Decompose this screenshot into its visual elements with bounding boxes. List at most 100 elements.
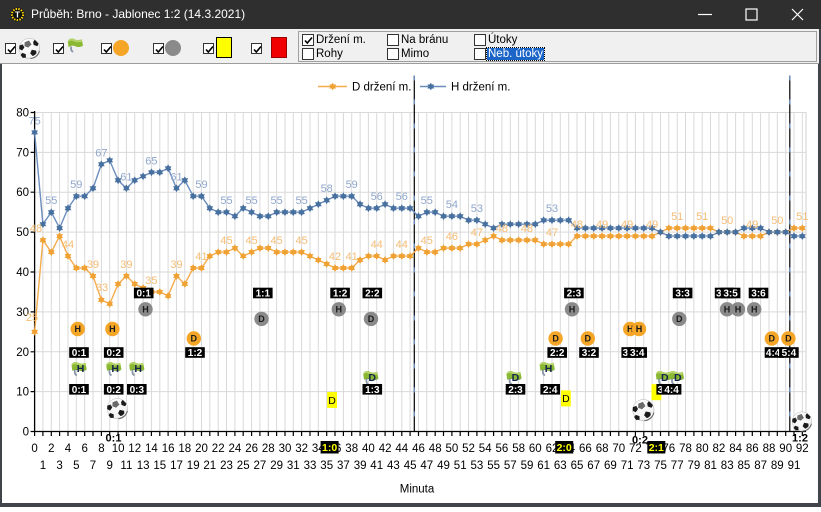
svg-text:67: 67	[95, 147, 107, 159]
svg-text:58: 58	[512, 443, 525, 455]
svg-text:82: 82	[713, 443, 726, 455]
svg-text:6: 6	[81, 443, 87, 455]
svg-text:33: 33	[96, 282, 108, 294]
svg-text:1:2: 1:2	[188, 348, 203, 359]
svg-text:61: 61	[537, 460, 550, 472]
svg-text:49: 49	[746, 219, 758, 231]
svg-text:2:2: 2:2	[550, 348, 565, 359]
svg-text:51: 51	[796, 211, 808, 223]
svg-text:83: 83	[721, 460, 734, 472]
svg-text:4: 4	[65, 443, 72, 455]
svg-text:48: 48	[521, 223, 533, 235]
svg-text:D: D	[585, 334, 592, 344]
svg-text:D: D	[661, 372, 669, 384]
svg-text:3:4: 3:4	[630, 348, 645, 359]
svg-text:48: 48	[30, 223, 42, 235]
svg-text:50: 50	[446, 443, 459, 455]
svg-text:51: 51	[454, 460, 467, 472]
svg-text:D: D	[562, 393, 570, 405]
svg-text:53: 53	[471, 203, 483, 215]
svg-text:D: D	[368, 314, 375, 324]
svg-text:77: 77	[671, 460, 684, 472]
svg-text:68: 68	[596, 443, 609, 455]
svg-text:60: 60	[16, 187, 29, 199]
svg-text:D: D	[368, 372, 376, 384]
svg-text:55: 55	[421, 195, 433, 207]
svg-text:H: H	[569, 305, 576, 315]
svg-text:58: 58	[321, 183, 333, 195]
svg-text:2:0: 2:0	[557, 442, 572, 454]
svg-text:2:3: 2:3	[567, 289, 582, 300]
svg-text:53: 53	[546, 203, 558, 215]
svg-text:66: 66	[579, 443, 592, 455]
svg-text:H: H	[336, 305, 343, 315]
svg-text:47: 47	[471, 227, 483, 239]
svg-text:2:4: 2:4	[543, 385, 558, 396]
svg-text:20: 20	[195, 443, 208, 455]
svg-text:56: 56	[496, 443, 509, 455]
svg-text:59: 59	[521, 460, 534, 472]
svg-text:5: 5	[73, 460, 79, 472]
svg-text:52: 52	[462, 443, 475, 455]
svg-text:D: D	[674, 372, 682, 384]
svg-text:56: 56	[371, 191, 383, 203]
svg-text:45: 45	[404, 460, 417, 472]
svg-text:85: 85	[738, 460, 751, 472]
svg-text:43: 43	[387, 460, 400, 472]
svg-text:25: 25	[26, 312, 38, 324]
svg-text:46: 46	[412, 443, 425, 455]
svg-text:81: 81	[704, 460, 717, 472]
svg-text:10: 10	[112, 443, 125, 455]
svg-text:54: 54	[479, 443, 492, 455]
svg-text:92: 92	[796, 443, 809, 455]
svg-text:1:1: 1:1	[256, 289, 271, 300]
svg-text:55: 55	[295, 195, 307, 207]
svg-text:0: 0	[31, 443, 37, 455]
svg-text:H: H	[735, 305, 742, 315]
svg-text:56: 56	[396, 191, 408, 203]
svg-text:39: 39	[87, 259, 99, 271]
svg-text:24: 24	[229, 443, 242, 455]
svg-text:H: H	[636, 324, 643, 334]
svg-text:0:1: 0:1	[72, 385, 87, 396]
svg-text:27: 27	[254, 460, 267, 472]
svg-text:25: 25	[237, 460, 250, 472]
svg-text:H: H	[545, 363, 553, 375]
svg-text:H držení m.: H držení m.	[451, 82, 510, 94]
svg-text:3:6: 3:6	[751, 289, 766, 300]
svg-text:80: 80	[696, 443, 709, 455]
svg-text:80: 80	[16, 108, 29, 120]
svg-text:D: D	[676, 314, 683, 324]
svg-text:0:2: 0:2	[106, 385, 121, 396]
svg-text:1:2: 1:2	[792, 433, 808, 445]
svg-text:18: 18	[178, 443, 191, 455]
svg-text:35: 35	[320, 460, 333, 472]
svg-text:4:4: 4:4	[766, 348, 781, 359]
svg-text:39: 39	[120, 259, 132, 271]
svg-text:H: H	[627, 324, 634, 334]
svg-text:75: 75	[28, 115, 40, 127]
svg-text:51: 51	[671, 211, 683, 223]
svg-text:0:2: 0:2	[632, 435, 648, 447]
svg-text:55: 55	[245, 195, 257, 207]
svg-text:0:1: 0:1	[72, 348, 87, 359]
svg-text:28: 28	[262, 443, 275, 455]
svg-text:40: 40	[362, 443, 375, 455]
svg-text:29: 29	[270, 460, 283, 472]
svg-text:65: 65	[145, 155, 157, 167]
svg-text:61: 61	[120, 171, 132, 183]
svg-text:45: 45	[220, 235, 232, 247]
svg-text:3: 3	[56, 460, 62, 472]
svg-text:45: 45	[270, 235, 282, 247]
svg-text:63: 63	[554, 460, 567, 472]
svg-text:55: 55	[487, 460, 500, 472]
svg-text:8: 8	[98, 443, 104, 455]
svg-text:26: 26	[245, 443, 258, 455]
svg-text:39: 39	[354, 460, 367, 472]
svg-text:13: 13	[137, 460, 150, 472]
svg-text:35: 35	[145, 275, 157, 287]
svg-text:45: 45	[295, 235, 307, 247]
svg-text:59: 59	[346, 179, 358, 191]
svg-text:37: 37	[337, 460, 350, 472]
svg-text:19: 19	[187, 460, 200, 472]
